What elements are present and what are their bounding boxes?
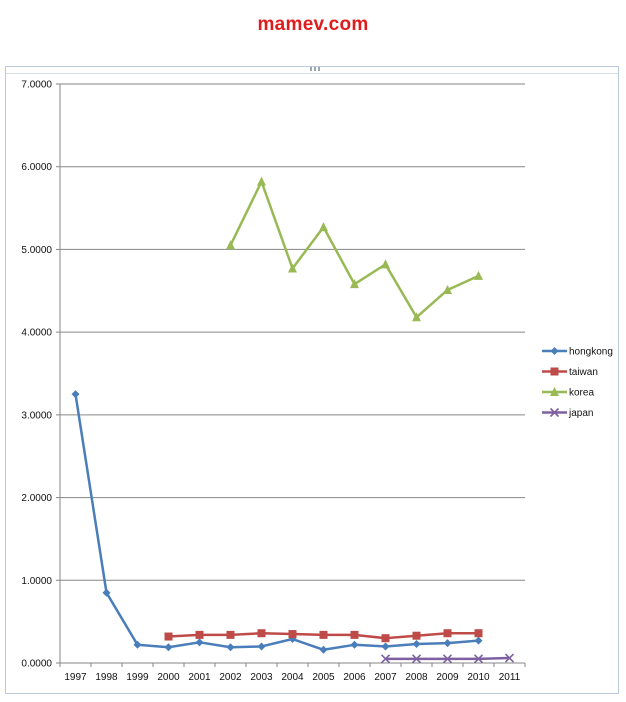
x-tick-label: 2008 [405,672,428,683]
data-point-stroke [442,654,453,664]
x-tick-label: 2011 [499,672,521,683]
data-point [473,654,484,664]
y-tick-label: 6.0000 [21,162,52,173]
y-axis-tick-labels: 0.0000 1.0000 2.0000 3.0000 4.0000 5.0000 6.00… [21,80,52,670]
data-point [550,387,559,396]
data-point [288,630,297,639]
legend: hongkong taiwan korea japan [542,347,613,419]
data-point [319,222,328,232]
x-tick-label: 2006 [343,672,366,683]
data-point [381,259,390,269]
y-tick-label: 4.0000 [21,328,52,339]
data-point [412,312,421,322]
data-point [381,634,390,643]
data-point-stroke [473,654,484,664]
data-point [350,279,359,289]
chart-frame [5,66,619,694]
data-point [71,390,80,399]
data-point [550,367,559,376]
x-tick-label: 1999 [126,672,149,683]
legend-label: japan [568,408,593,419]
legend-item: hongkong [542,347,613,358]
data-point [319,630,328,639]
y-tick-label: 5.0000 [21,245,52,256]
x-tick-label: 1997 [64,672,87,683]
x-tick-label: 2002 [219,672,242,683]
y-tick-label: 0.0000 [21,659,52,670]
legend-item: taiwan [542,367,598,378]
data-point [195,638,204,647]
data-point [195,630,204,639]
x-axis-tick-labels: 1997 1998 1999 2000 2001 2002 2003 2004 2005 2006… [64,672,520,683]
y-tick-label: 3.0000 [21,410,52,421]
data-point [443,629,452,638]
series-line [74,393,479,652]
watermark: mamev.com [257,14,369,35]
data-point [380,654,391,664]
data-point [443,639,452,648]
y-tick-label: 1.0000 [21,576,52,587]
data-point [319,645,328,654]
data-point [257,629,266,638]
data-point [550,347,559,355]
data-point [226,630,235,639]
data-point [412,639,421,648]
data-point [164,632,173,641]
x-tick-label: 2001 [188,672,211,683]
resize-grip-icon[interactable] [310,67,322,71]
data-point [133,640,142,649]
data-point [257,642,266,651]
y-tick-label: 7.0000 [21,80,52,91]
x-tick-label: 2010 [467,672,490,683]
data-point [549,407,560,418]
data-point [412,631,421,640]
data-point [411,654,422,664]
legend-label: hongkong [569,347,613,358]
data-point [288,263,297,273]
data-point [474,629,483,638]
series-taiwan [164,629,483,643]
series-hongkong [71,390,483,654]
legend-label: korea [569,388,594,399]
chart-top-ruler [6,67,618,74]
data-point-stroke [380,654,391,664]
data-point [474,636,483,645]
data-point [474,270,483,280]
x-tick-label: 2009 [436,672,459,683]
data-point-stroke [411,654,422,664]
data-point [350,630,359,639]
data-point [504,653,515,663]
x-tick-label: 2004 [281,672,304,683]
x-tick-label: 1998 [95,672,118,683]
data-point [226,643,235,652]
data-point [443,284,452,294]
data-point [350,640,359,649]
data-point [442,654,453,664]
axes [56,83,526,667]
x-tick-label: 2007 [374,672,397,683]
legend-item: japan [542,407,593,419]
x-tick-label: 2000 [157,672,180,683]
legend-item: korea [542,387,594,399]
series-korea [226,176,483,322]
data-point [257,176,266,186]
data-point [102,588,111,597]
y-tick-label: 2.0000 [21,493,52,504]
data-point [164,643,173,652]
data-point-stroke [549,407,560,418]
x-tick-label: 2005 [312,672,335,683]
gridlines [60,83,525,581]
data-point [226,240,235,250]
series-japan [380,653,515,664]
data-point-stroke [504,653,515,663]
x-tick-label: 2003 [250,672,273,683]
legend-label: taiwan [569,367,598,378]
series-group [71,176,515,664]
data-point [381,642,390,651]
